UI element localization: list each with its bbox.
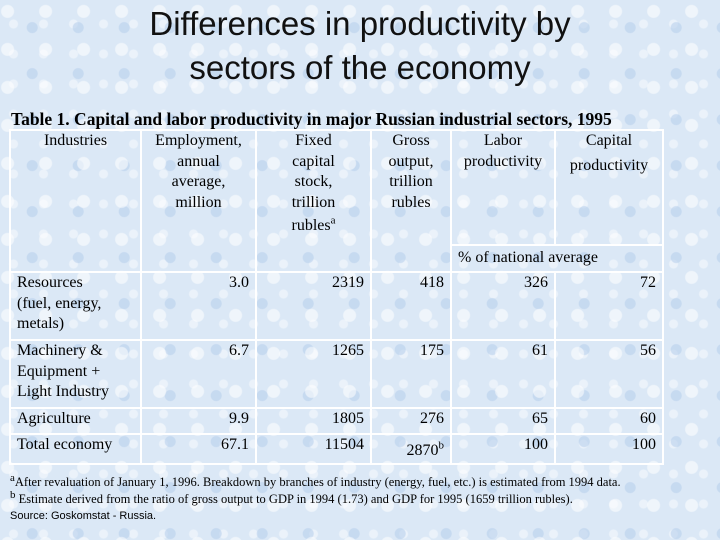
footnote-b: b Estimate derived from the ratio of gro… [10,488,573,506]
row-name: Agriculture [9,407,142,435]
footnotes: aAfter revaluation of January 1, 1996. B… [10,471,710,525]
footnote-a: aAfter revaluation of January 1, 1996. B… [10,471,621,489]
header-industries: Industries [9,129,142,273]
labor-productivity-cell: 100 [450,433,556,465]
header-employment: Employment, annual average, million [140,129,257,273]
capital-productivity-cell: 60 [554,407,664,435]
labor-productivity-cell: 326 [450,271,556,341]
header-capital-productivity: Capital productivity [554,129,664,246]
employment-cell: 3.0 [140,271,257,341]
labor-productivity-cell: 65 [450,407,556,435]
slide-title: Differences in productivity by sectors o… [0,2,720,90]
capital-productivity-cell: 72 [554,271,664,341]
table-caption: Table 1. Capital and labor productivity … [11,109,612,129]
gross-output-cell: 276 [370,407,452,435]
labor-productivity-cell: 61 [450,339,556,409]
employment-cell: 6.7 [140,339,257,409]
table-row: Resources (fuel, energy, metals) 3.0 231… [9,271,664,341]
gross-output-cell: 175 [370,339,452,409]
employment-cell: 67.1 [140,433,257,465]
header-fixed-capital: Fixed capital stock, trillion rublesa [255,129,372,273]
gross-output-cell: 2870b [370,433,452,465]
source-note: Source: Goskomstat - Russia. [10,510,157,522]
unit-row: % of national average [10,244,664,273]
table-row: Total economy 67.1 11504 2870b 100 100 [9,433,664,465]
fixed-capital-cell: 1265 [255,339,372,409]
fixed-capital-cell: 11504 [255,433,372,465]
row-name: Resources (fuel, energy, metals) [9,271,142,341]
header-gross-output: Gross output, trillion rubles [370,129,452,273]
header-labor-productivity: Labor productivity [450,129,556,246]
table-row: Machinery & Equipment + Light Industry 6… [9,339,664,409]
slide-title-line-2: sectors of the economy [189,49,531,86]
table-row: Agriculture 9.9 1805 276 65 60 [9,407,664,435]
fixed-capital-cell: 2319 [255,271,372,341]
fixed-capital-cell: 1805 [255,407,372,435]
capital-productivity-cell: 100 [554,433,664,465]
employment-cell: 9.9 [140,407,257,435]
footnote-mark-b: b [438,439,445,452]
capital-productivity-cell: 56 [554,339,664,409]
header-row: Industries Employment, annual average, m… [9,129,664,273]
header-unit: % of national average [450,244,664,273]
gross-output-cell: 418 [370,271,452,341]
row-name: Machinery & Equipment + Light Industry [9,339,142,409]
slide-title-line-1: Differences in productivity by [149,5,571,42]
footnote-mark-a: a [330,214,336,227]
productivity-table: Industries Employment, annual average, m… [9,129,664,465]
row-name: Total economy [9,433,142,465]
